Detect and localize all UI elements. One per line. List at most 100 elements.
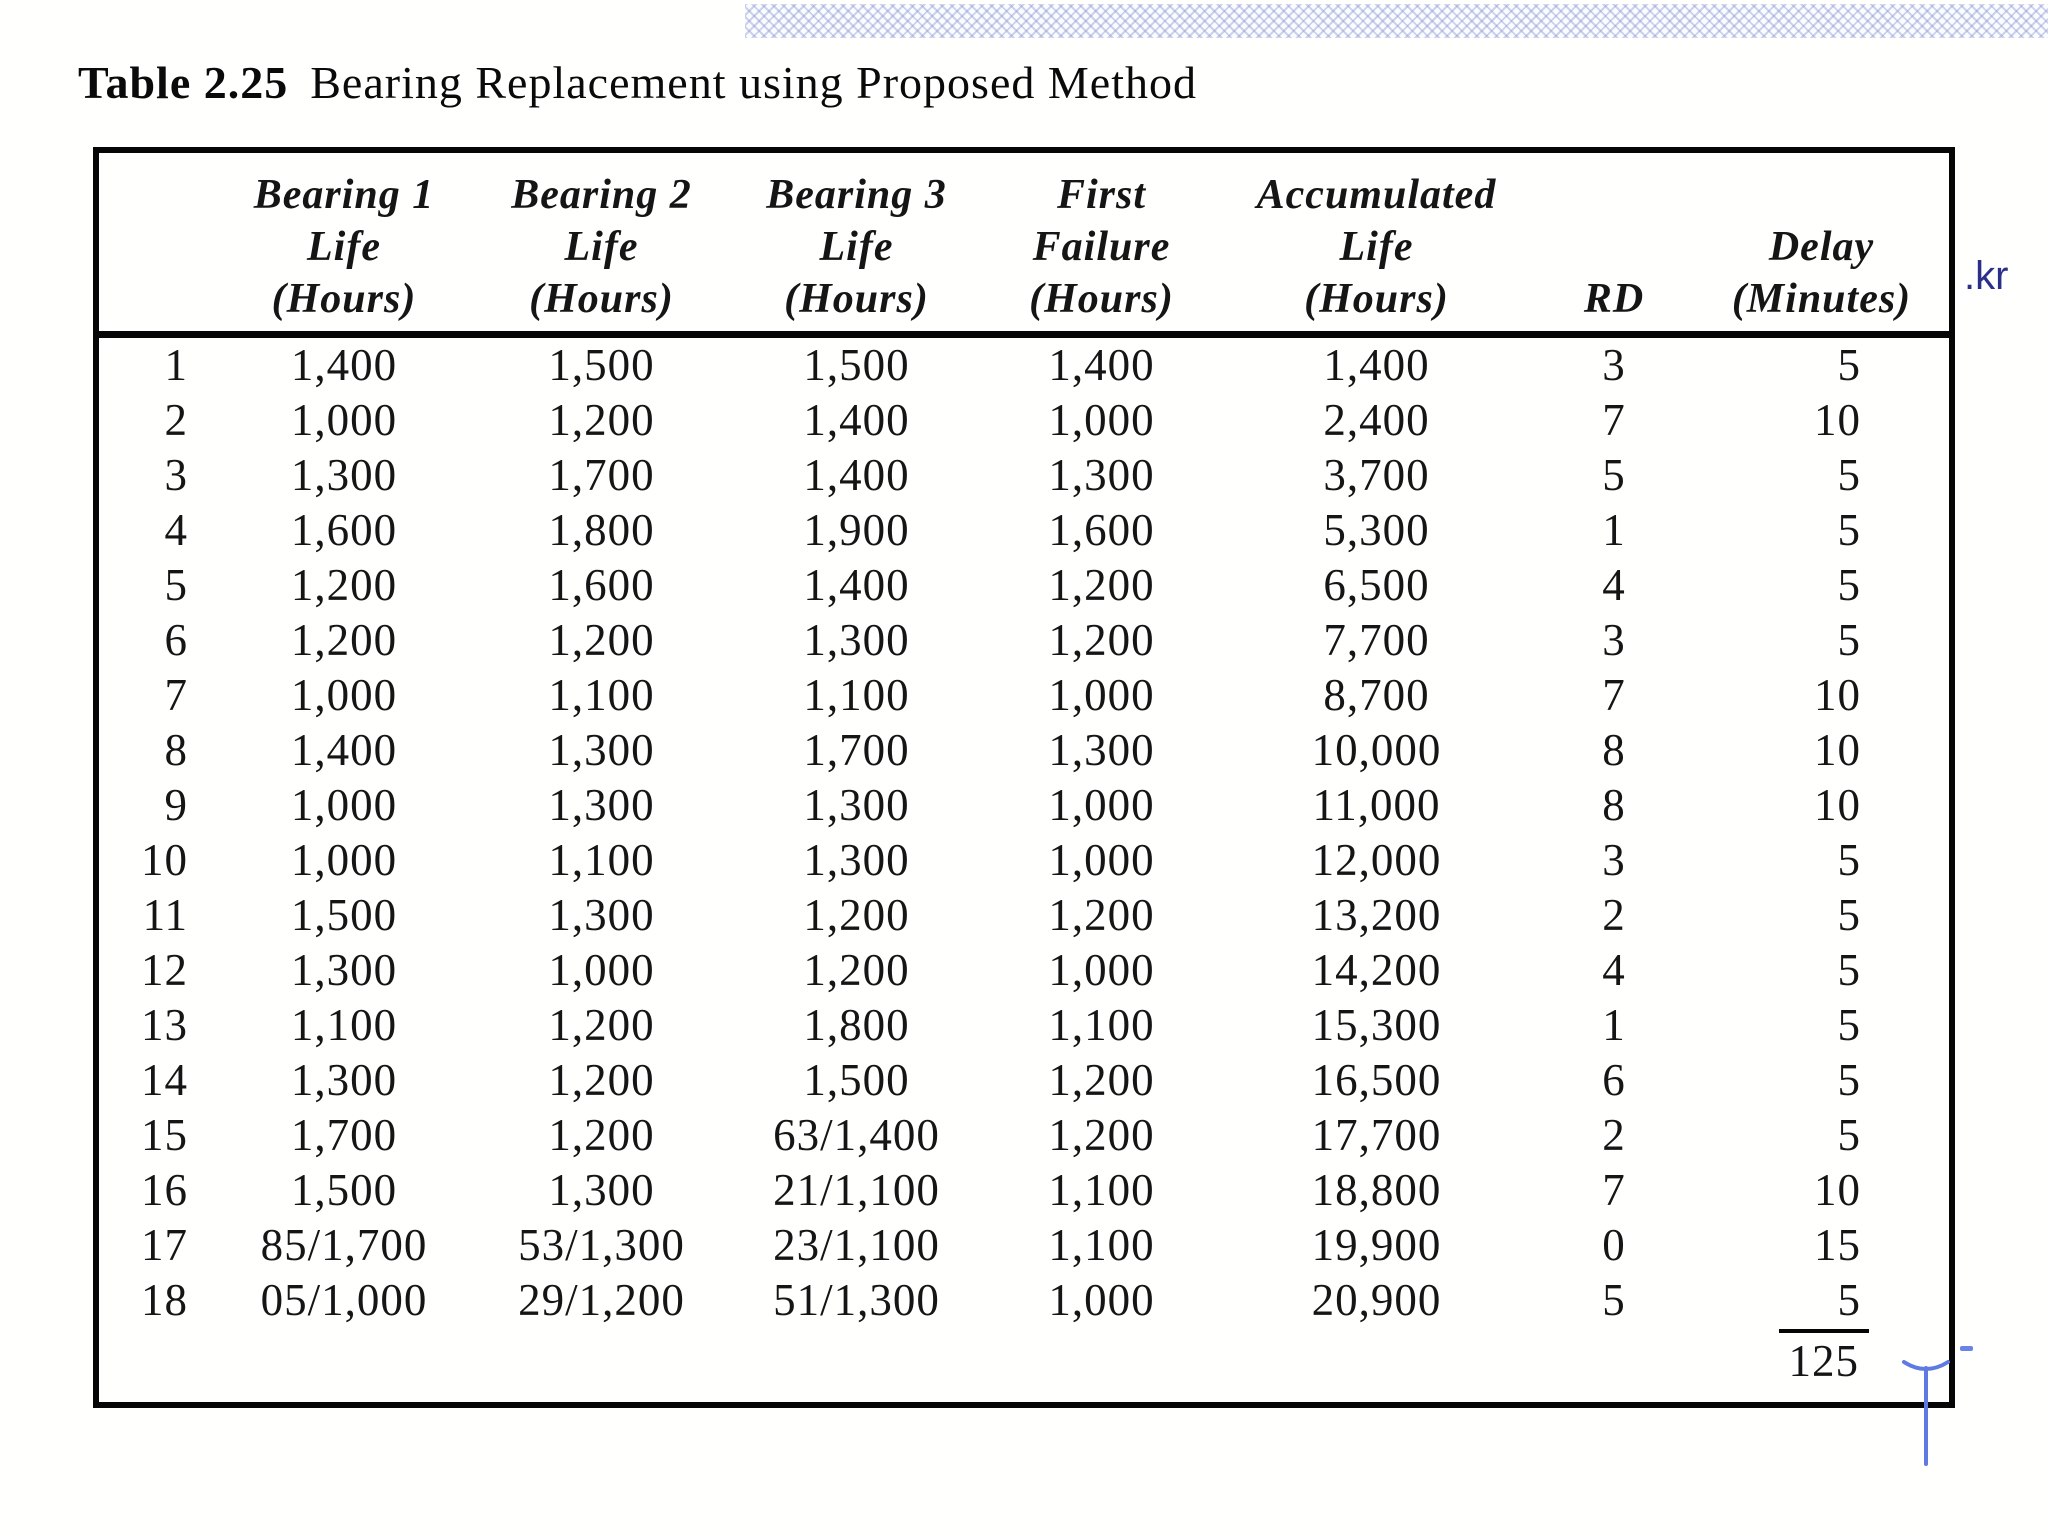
table-row: 1 1,400 1,500 1,500 1,400 1,400 3 5 — [99, 335, 1949, 394]
cell-delay: 5 — [1837, 1275, 1861, 1325]
cell-rd: 1 — [1602, 1000, 1626, 1050]
cell-b1: 1,300 — [290, 450, 398, 500]
table-row: 5 1,200 1,600 1,400 1,200 6,500 4 5 — [99, 558, 1949, 613]
cell-n: 14 — [141, 1055, 188, 1105]
cell-n: 9 — [164, 780, 188, 830]
cell-delay: 5 — [1837, 340, 1861, 390]
cell-delay: 5 — [1837, 1000, 1861, 1050]
cell-rd: 5 — [1602, 1275, 1626, 1325]
table-row: 18 05/1,000 29/1,200 51/1,300 1,000 20,900 5 5 — [99, 1273, 1949, 1328]
cell-acc: 12,000 — [1311, 835, 1442, 885]
cell-ff: 1,000 — [1048, 395, 1155, 445]
cell-b3: 1,400 — [803, 560, 910, 610]
cell-ff: 1,200 — [1048, 890, 1155, 940]
cell-acc: 18,800 — [1311, 1165, 1442, 1215]
table-number-label: Table 2.25 — [78, 57, 289, 108]
cell-b3: 1,200 — [803, 945, 910, 995]
cell-b2: 1,300 — [548, 890, 655, 940]
table-row: 4 1,600 1,800 1,900 1,600 5,300 1 5 — [99, 503, 1949, 558]
cell-b1: 05/1,000 — [260, 1275, 428, 1325]
cell-delay: 15 — [1814, 1220, 1861, 1270]
table-row: 6 1,200 1,200 1,300 1,200 7,700 3 5 — [99, 613, 1949, 668]
cell-b2: 1,000 — [548, 945, 655, 995]
cell-acc: 10,000 — [1311, 725, 1442, 775]
cell-acc: 19,900 — [1311, 1220, 1442, 1270]
table-row: 14 1,300 1,200 1,500 1,200 16,500 6 5 — [99, 1053, 1949, 1108]
cell-ff: 1,000 — [1048, 945, 1155, 995]
cell-b2: 1,300 — [548, 725, 655, 775]
table-row: 9 1,000 1,300 1,300 1,000 11,000 8 10 — [99, 778, 1949, 833]
cell-b3: 23/1,100 — [773, 1220, 940, 1270]
header-row: Bearing 1 Life (Hours) Bearing 2 Life (Hours)… — [99, 153, 1949, 338]
cell-b1: 1,600 — [290, 505, 398, 555]
decorative-hatch-band — [745, 4, 2048, 38]
cell-rd: 8 — [1602, 780, 1626, 830]
cell-delay: 10 — [1814, 670, 1861, 720]
cell-acc: 7,700 — [1323, 615, 1430, 665]
cell-ff: 1,600 — [1048, 505, 1155, 555]
cell-acc: 20,900 — [1311, 1275, 1442, 1325]
cell-b3: 1,200 — [803, 890, 910, 940]
table-row: 16 1,500 1,300 21/1,100 1,100 18,800 7 10 — [99, 1163, 1949, 1218]
cell-ff: 1,300 — [1048, 725, 1155, 775]
cell-n: 2 — [164, 395, 188, 445]
cell-b1: 1,400 — [290, 340, 398, 390]
cell-ff: 1,200 — [1048, 1055, 1155, 1105]
cell-ff: 1,100 — [1048, 1000, 1155, 1050]
cell-rd: 4 — [1602, 560, 1626, 610]
cell-n: 4 — [164, 505, 188, 555]
cell-b3: 1,900 — [803, 505, 910, 555]
cell-rd: 7 — [1602, 1165, 1626, 1215]
cell-n: 18 — [141, 1275, 188, 1325]
cell-ff: 1,000 — [1048, 780, 1155, 830]
cell-rd: 4 — [1602, 945, 1626, 995]
cell-delay: 5 — [1837, 615, 1861, 665]
cell-b3: 1,300 — [803, 835, 910, 885]
cell-rd: 1 — [1602, 505, 1626, 555]
cell-acc: 5,300 — [1323, 505, 1430, 555]
cell-b2: 1,200 — [548, 1000, 655, 1050]
cell-n: 13 — [141, 1000, 188, 1050]
cell-delay: 5 — [1837, 1055, 1861, 1105]
cell-rd: 3 — [1602, 340, 1626, 390]
cell-delay: 10 — [1814, 780, 1861, 830]
cell-delay: 5 — [1837, 505, 1861, 555]
cell-rd: 5 — [1602, 450, 1626, 500]
data-table: Bearing 1 Life (Hours) Bearing 2 Life (Hours)… — [99, 153, 1949, 1402]
cell-b2: 29/1,200 — [518, 1275, 685, 1325]
cell-n: 17 — [141, 1220, 188, 1270]
column-header-delay: Delay (Minutes) — [1694, 153, 1949, 338]
cell-delay: 5 — [1837, 450, 1861, 500]
cell-b2: 1,100 — [548, 835, 655, 885]
cell-ff: 1,200 — [1048, 560, 1155, 610]
cell-delay: 5 — [1837, 835, 1861, 885]
total-cell: 125 — [1694, 1328, 1949, 1402]
cell-ff: 1,300 — [1048, 450, 1155, 500]
cell-b3: 63/1,400 — [773, 1110, 940, 1160]
cell-n: 11 — [142, 890, 188, 940]
cell-acc: 16,500 — [1311, 1055, 1442, 1105]
cell-n: 6 — [164, 615, 188, 665]
cell-acc: 17,700 — [1311, 1110, 1442, 1160]
cell-b1: 1,000 — [290, 395, 398, 445]
cell-b2: 1,800 — [548, 505, 655, 555]
cell-delay: 10 — [1814, 395, 1861, 445]
cell-rd: 6 — [1602, 1055, 1626, 1105]
cell-b1: 1,500 — [290, 1165, 398, 1215]
cell-n: 15 — [141, 1110, 188, 1160]
cell-rd: 7 — [1602, 670, 1626, 720]
cell-b2: 1,500 — [548, 340, 655, 390]
cell-b3: 1,500 — [803, 340, 910, 390]
cell-n: 10 — [141, 835, 188, 885]
cell-ff: 1,200 — [1048, 1110, 1155, 1160]
cell-acc: 11,000 — [1312, 780, 1441, 830]
cell-ff: 1,000 — [1048, 835, 1155, 885]
table-row: 13 1,100 1,200 1,800 1,100 15,300 1 5 — [99, 998, 1949, 1053]
cell-delay: 10 — [1814, 1165, 1861, 1215]
cell-ff: 1,100 — [1048, 1220, 1155, 1270]
cell-b3: 1,100 — [803, 670, 910, 720]
cell-b3: 1,300 — [803, 780, 910, 830]
cell-acc: 2,400 — [1323, 395, 1430, 445]
blue-dash-mark — [1960, 1346, 1973, 1351]
cell-b1: 1,200 — [290, 615, 398, 665]
